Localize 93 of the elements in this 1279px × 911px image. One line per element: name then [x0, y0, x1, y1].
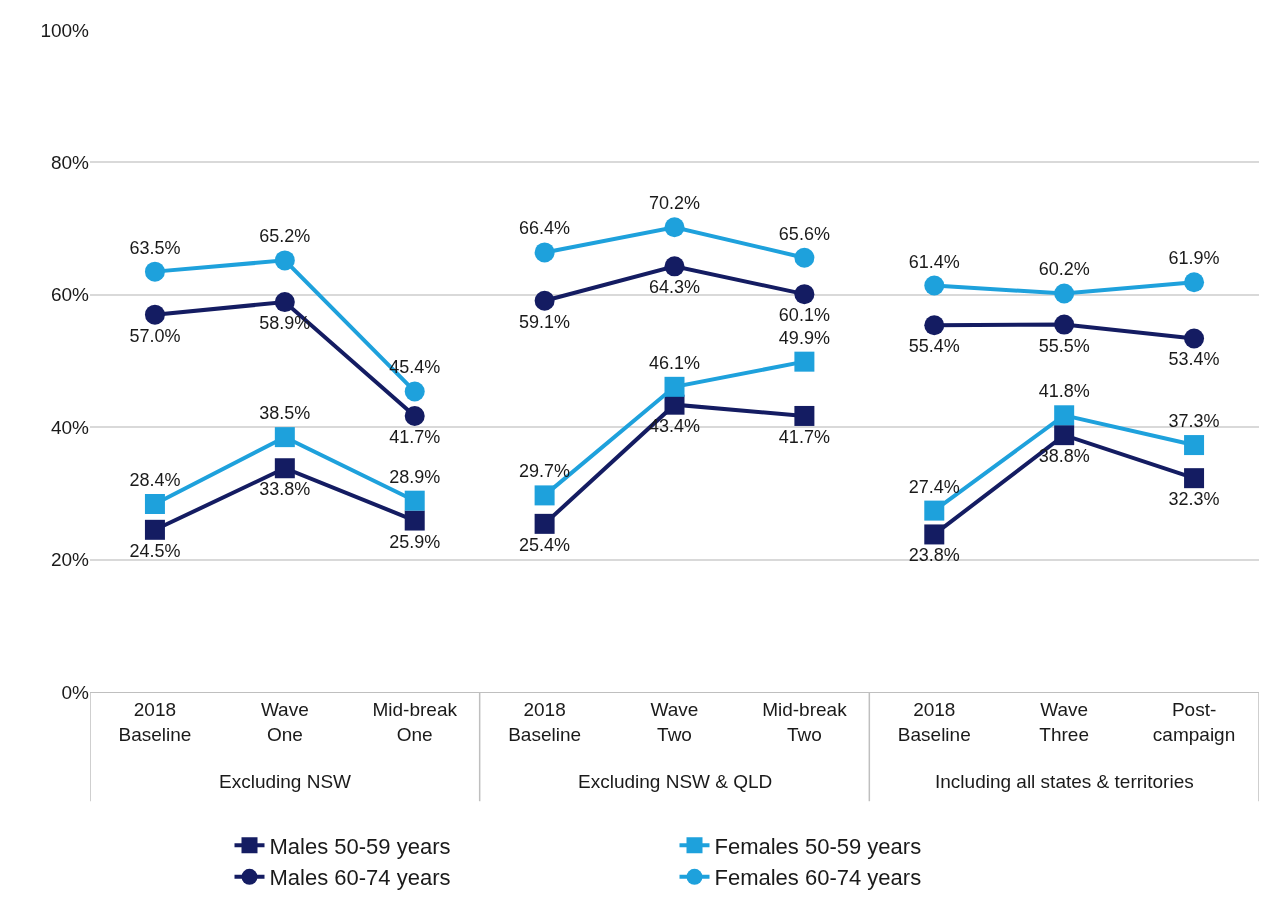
point — [1054, 405, 1075, 426]
legend-label: Males 50-59 years — [269, 833, 451, 859]
point — [534, 513, 555, 534]
x-tick-label: Post- campaign — [1152, 698, 1236, 745]
data-label: 25.4% — [519, 534, 571, 555]
data-label: 65.2% — [259, 226, 311, 247]
data-label: 61.4% — [908, 251, 960, 272]
data-label: 60.1% — [778, 305, 830, 326]
data-label: 49.9% — [778, 327, 830, 348]
data-label: 29.7% — [519, 461, 571, 482]
data-label: 53.4% — [1168, 349, 1220, 370]
text: Excluding NSW & QLD — [578, 771, 773, 792]
point — [404, 490, 425, 511]
point — [534, 242, 555, 263]
x-tick-label: Wave Two — [650, 698, 699, 745]
data-label: 58.9% — [259, 313, 311, 334]
y-tick-label: 80% — [50, 152, 90, 174]
point — [274, 292, 295, 313]
point — [794, 405, 815, 426]
point — [664, 217, 685, 238]
point — [404, 381, 425, 402]
point — [664, 394, 685, 415]
data-label: 33.8% — [259, 479, 311, 500]
data-label: 57.0% — [129, 325, 181, 346]
point — [1184, 328, 1205, 349]
data-label: 28.4% — [129, 469, 181, 490]
data-label: 66.4% — [519, 218, 571, 239]
point — [794, 247, 815, 268]
data-label: 55.5% — [1038, 335, 1090, 356]
x-tick-label: 2018 Baseline — [118, 698, 192, 745]
point — [144, 304, 165, 325]
point — [924, 500, 945, 521]
point — [924, 275, 945, 296]
x-tick-label: Wave One — [260, 698, 309, 745]
data-label: 25.9% — [389, 531, 441, 552]
y-tick-label: 0% — [61, 681, 90, 703]
point — [1054, 283, 1075, 304]
x-tick-label: 2018 Baseline — [508, 698, 582, 745]
point — [144, 493, 165, 514]
point — [274, 458, 295, 479]
point — [924, 315, 945, 336]
data-label: 55.4% — [908, 336, 960, 357]
legend-label: Females 50-59 years — [714, 833, 922, 859]
point — [664, 256, 685, 277]
y-tick-label: 40% — [50, 416, 90, 438]
y-tick-label: 20% — [50, 549, 90, 571]
data-label: 27.4% — [908, 476, 960, 497]
data-label: 32.3% — [1168, 489, 1220, 510]
data-label: 38.8% — [1038, 446, 1090, 467]
data-label: 23.8% — [908, 545, 960, 566]
point — [1184, 468, 1205, 489]
point — [274, 427, 295, 448]
x-tick-label: Mid-break One — [372, 698, 458, 745]
data-label: 41.8% — [1038, 381, 1090, 402]
data-label: 59.1% — [519, 311, 571, 332]
point — [534, 290, 555, 311]
data-label: 61.9% — [1168, 248, 1220, 269]
data-label: 46.1% — [648, 352, 701, 373]
point — [1184, 272, 1205, 293]
point — [534, 485, 555, 506]
point — [664, 376, 685, 397]
legend-label: Females 60-74 years — [714, 865, 922, 891]
text: Including all states & territories — [935, 771, 1194, 792]
data-label: 24.5% — [129, 540, 181, 561]
data-label: 41.7% — [778, 426, 830, 447]
data-label: 43.4% — [648, 415, 701, 436]
point — [794, 284, 815, 305]
y-tick-label: 100% — [40, 19, 90, 41]
point — [924, 524, 945, 545]
x-tick-label: 2018 Baseline — [897, 698, 971, 745]
data-label: 64.3% — [648, 277, 701, 298]
data-label: 41.7% — [389, 426, 441, 447]
point — [794, 351, 815, 372]
point — [274, 250, 295, 271]
x-tick-label: Mid-break Two — [762, 698, 848, 745]
legend-label: Males 60-74 years — [269, 865, 451, 891]
y-tick-label: 60% — [50, 284, 90, 306]
point — [1184, 435, 1205, 456]
point — [144, 519, 165, 540]
point — [404, 405, 425, 426]
point — [404, 510, 425, 531]
data-label: 65.6% — [778, 223, 830, 244]
x-tick-label: Wave Three — [1039, 698, 1089, 745]
data-label: 63.5% — [129, 237, 181, 258]
data-label: 28.9% — [389, 466, 441, 487]
text: Excluding NSW — [219, 771, 352, 792]
data-label: 38.5% — [259, 403, 311, 424]
data-label: 37.3% — [1168, 411, 1220, 432]
point — [144, 261, 165, 282]
data-label: 70.2% — [648, 193, 701, 214]
point — [1054, 425, 1075, 446]
data-label: 60.2% — [1038, 259, 1090, 280]
point — [1054, 314, 1075, 335]
